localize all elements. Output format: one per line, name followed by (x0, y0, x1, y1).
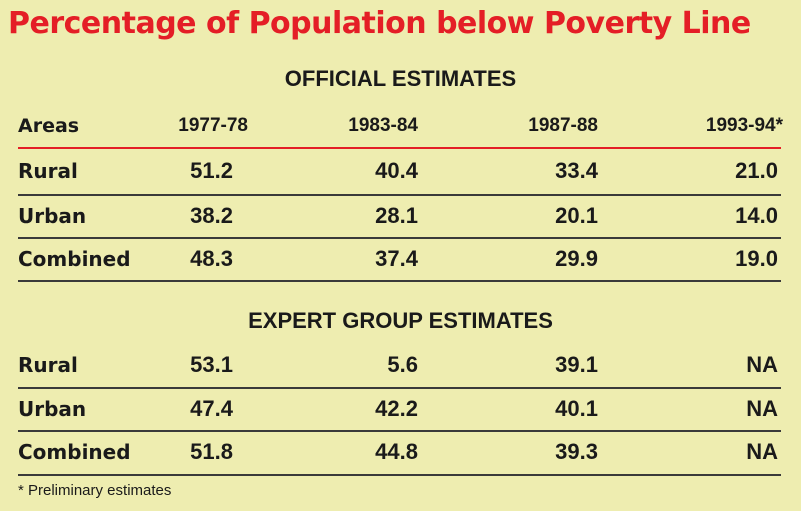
row-divider (18, 194, 781, 196)
table-cell: 48.3 (190, 246, 233, 271)
area-label: Urban (18, 204, 87, 228)
table-cell: NA (746, 439, 778, 464)
footnote: * Preliminary estimates (18, 482, 172, 499)
header-divider (18, 147, 781, 149)
table-cell: 53.1 (190, 352, 233, 377)
table-cell: 51.8 (190, 439, 233, 464)
row-divider (18, 430, 781, 432)
column-header-areas: Areas (18, 115, 80, 137)
table-cell: 39.3 (555, 439, 598, 464)
table-cell: 39.1 (555, 352, 598, 377)
area-label: Combined (18, 247, 131, 271)
table-row: Urban 47.4 42.2 40.1 NA (18, 389, 781, 429)
column-header-1987-88: 1987-88 (528, 115, 598, 136)
chart-title: Percentage of Population below Poverty L… (8, 6, 751, 41)
table-cell: 21.0 (735, 158, 778, 183)
table-cell: 19.0 (735, 246, 778, 271)
column-header-1993-94: 1993-94* (705, 115, 783, 136)
area-label: Rural (18, 353, 78, 377)
table-cell: 38.2 (190, 203, 233, 228)
section-bottom-divider (18, 280, 781, 282)
header-row: Areas 1977-78 1983-84 1987-88 1993-94* (18, 106, 783, 146)
row-divider (18, 387, 781, 389)
table-row: Urban 38.2 28.1 20.1 14.0 (18, 196, 781, 236)
table-cell: 47.4 (190, 396, 233, 421)
table-cell: 40.1 (555, 396, 598, 421)
table-row: Combined 51.8 44.8 39.3 NA (18, 432, 781, 472)
column-header-1977-78: 1977-78 (178, 115, 248, 136)
table-cell: NA (746, 352, 778, 377)
table-cell: NA (746, 396, 778, 421)
table-cell: 44.8 (375, 439, 418, 464)
area-label: Combined (18, 440, 131, 464)
table-cell: 51.2 (190, 158, 233, 183)
table-cell: 42.2 (375, 396, 418, 421)
column-header-1983-84: 1983-84 (348, 115, 418, 136)
table-cell: 37.4 (375, 246, 418, 271)
table-cell: 20.1 (555, 203, 598, 228)
row-divider (18, 237, 781, 239)
table-bottom-divider (18, 474, 781, 476)
area-label: Urban (18, 397, 87, 421)
section-title-expert: EXPERT GROUP ESTIMATES (248, 308, 553, 333)
table-cell: 40.4 (375, 158, 418, 183)
table-cell: 33.4 (555, 158, 598, 183)
table-row: Rural 51.2 40.4 33.4 21.0 (18, 151, 781, 191)
table-row: Combined 48.3 37.4 29.9 19.0 (18, 239, 781, 279)
table-cell: 28.1 (375, 203, 418, 228)
table-cell: 5.6 (387, 352, 418, 377)
table-row: Rural 53.1 5.6 39.1 NA (18, 345, 781, 385)
table-cell: 29.9 (555, 246, 598, 271)
area-label: Rural (18, 159, 78, 183)
section-title-official: OFFICIAL ESTIMATES (284, 66, 517, 91)
table-cell: 14.0 (735, 203, 778, 228)
